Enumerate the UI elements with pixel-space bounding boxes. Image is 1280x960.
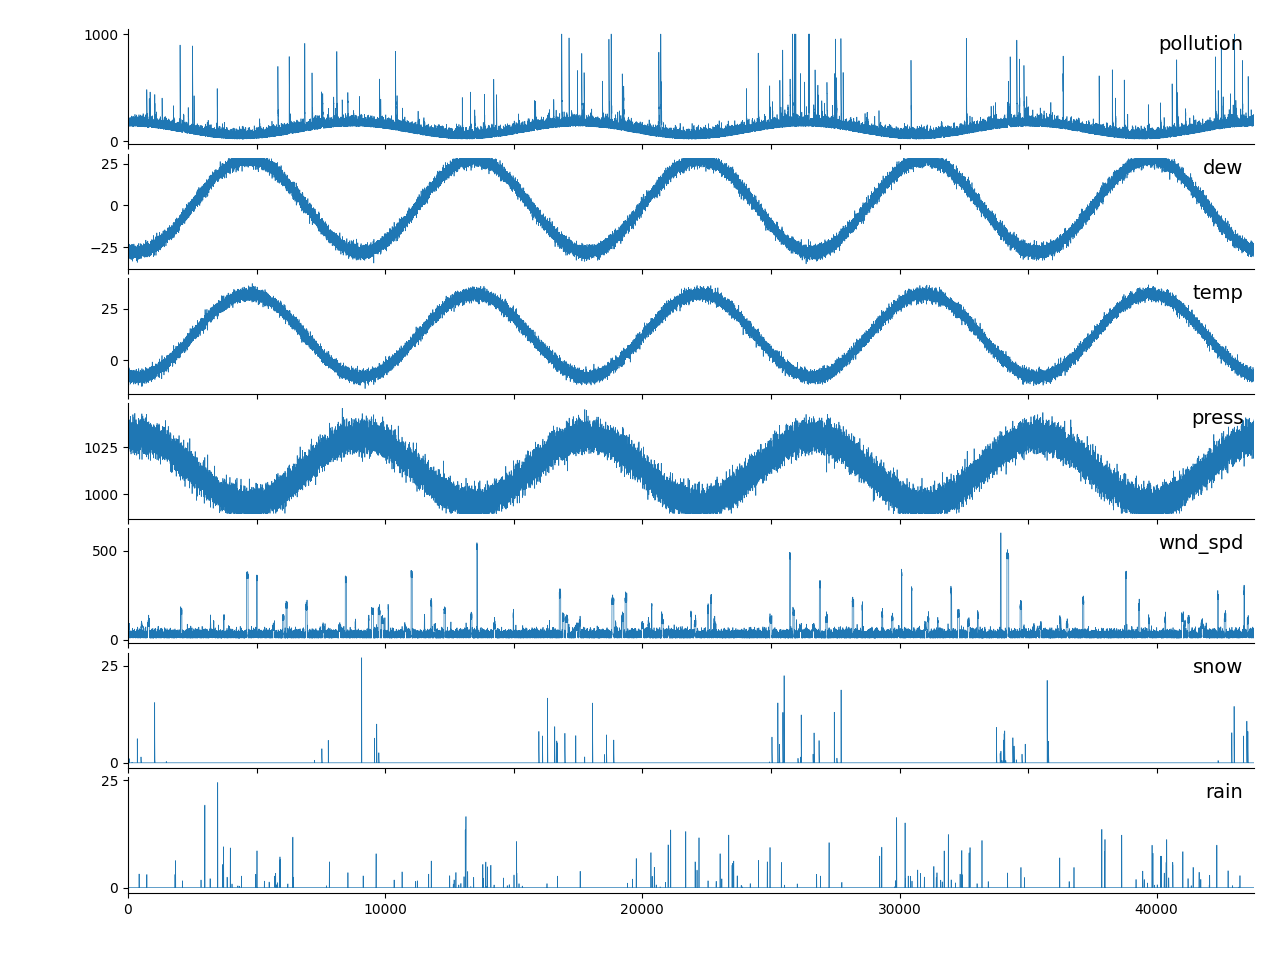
- Text: press: press: [1190, 409, 1243, 428]
- Text: rain: rain: [1206, 783, 1243, 802]
- Text: dew: dew: [1203, 159, 1243, 179]
- Text: snow: snow: [1193, 659, 1243, 678]
- Text: wnd_spd: wnd_spd: [1158, 534, 1243, 554]
- Text: pollution: pollution: [1158, 35, 1243, 54]
- Text: temp: temp: [1192, 284, 1243, 303]
